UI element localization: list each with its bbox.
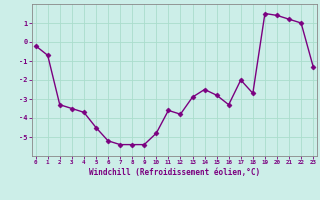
X-axis label: Windchill (Refroidissement éolien,°C): Windchill (Refroidissement éolien,°C) — [89, 168, 260, 177]
